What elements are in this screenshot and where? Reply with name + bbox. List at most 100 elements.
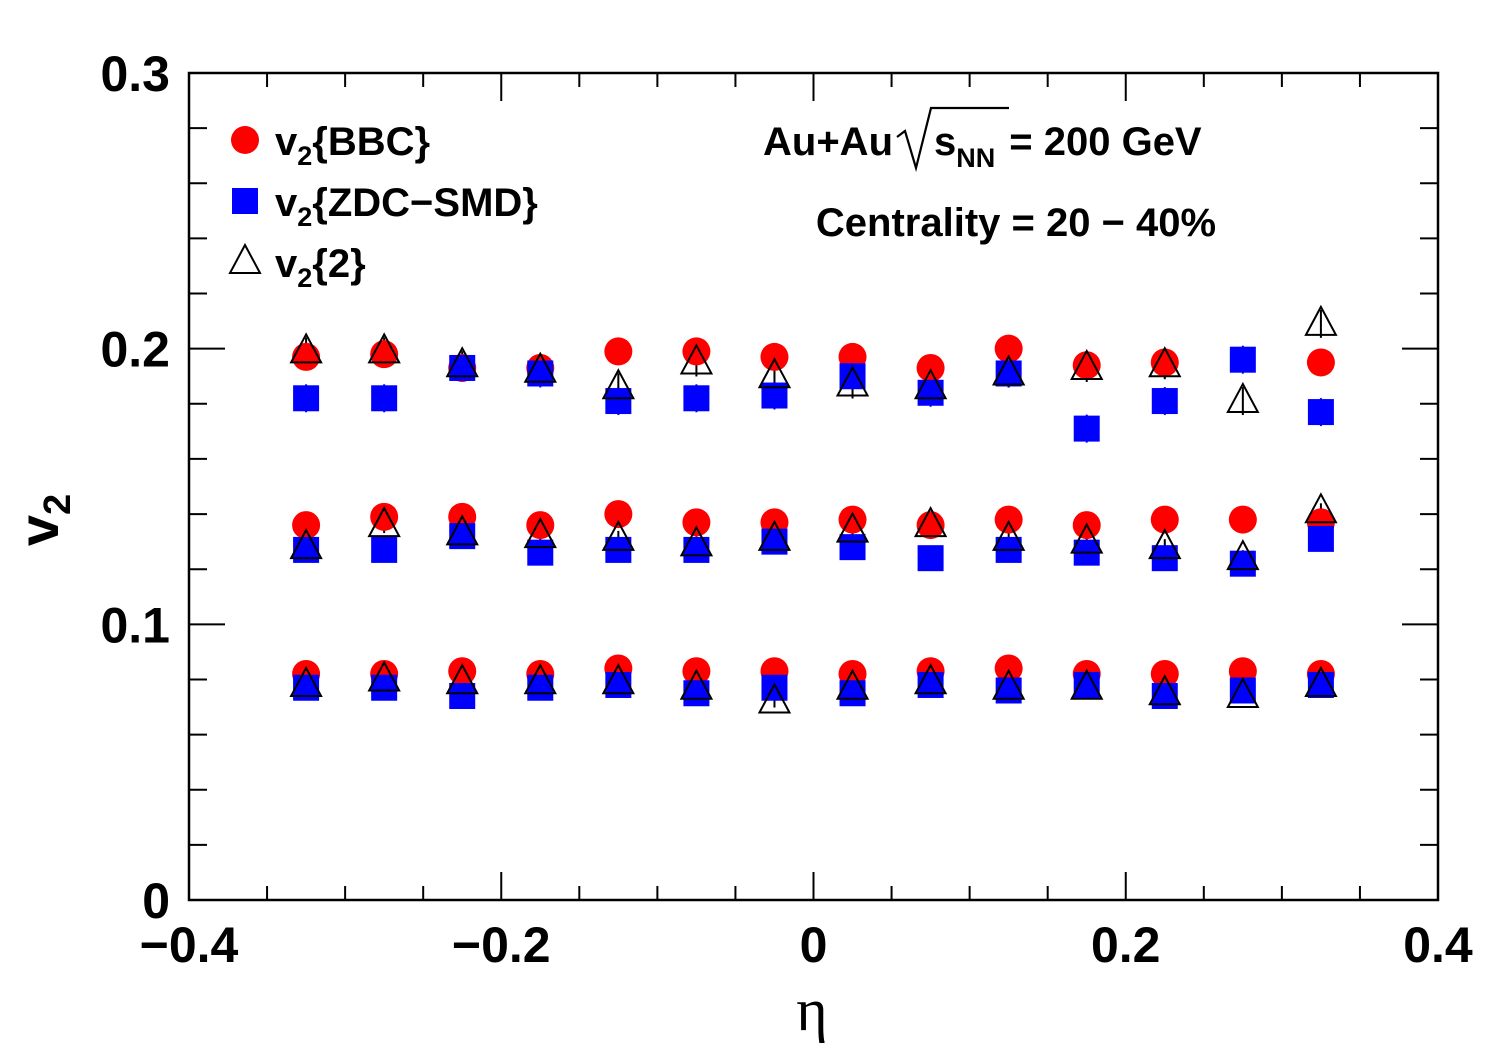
data-point-bbc [370,502,399,531]
data-point-2 [367,332,401,364]
data-point-2 [1070,522,1104,554]
data-point-2 [913,663,948,695]
legend-entry-label: v2{ZDC−SMD} [275,181,538,232]
data-point-bbc [994,505,1023,534]
energy-value: = 200 GeV [1009,120,1202,164]
data-point-bbc [1306,348,1335,377]
data-point-2 [679,343,714,375]
data-point-zdc-smd [371,536,398,563]
collision-info: Au+Au sNN = 200 GeV Centrality = 20 − 40% [763,106,1216,245]
legend-entry-subscript: 2 [297,263,312,293]
y-tick-label: 0.3 [100,46,170,102]
data-point-2 [835,365,870,397]
data-point-2 [523,517,557,549]
data-point-bbc [604,337,633,366]
data-point-2 [1070,668,1104,700]
data-point-zdc-smd [527,539,554,566]
data-point-zdc-smd [1229,346,1256,373]
legend-entry-label: v2{2} [275,242,366,293]
legend-marker [231,126,259,154]
data-point-bbc [1072,351,1101,380]
legend-marker [232,188,258,214]
data-point-bbc [916,353,945,382]
legend-entry-suffix: {2} [312,242,365,286]
data-point-2 [757,682,792,714]
data-point-2 [1304,665,1338,697]
y-tick-label: 0 [142,873,170,929]
data-point-2 [835,668,870,700]
data-point-zdc-smd [527,674,554,701]
data-point-bbc [292,342,321,371]
x-tick-label: 0.2 [1091,917,1161,973]
data-point-2 [289,665,323,697]
legend-entry-subscript: 2 [297,202,312,232]
data-point-2 [601,519,636,551]
data-point-2 [757,357,792,389]
data-point-bbc [760,342,789,371]
y-axis-label-main: v [7,515,70,546]
data-point-bbc [994,334,1023,363]
data-point-2 [1148,346,1182,378]
energy-symbol: s [934,120,956,164]
data-point-zdc-smd [1229,550,1256,577]
x-axis-label: η [796,977,827,1043]
data-point-2 [601,663,636,695]
data-point-2 [1304,304,1338,336]
legend-entry-name: v [275,120,298,164]
data-point-zdc-smd [683,536,710,563]
legend-entry-label: v2{BBC} [275,120,430,171]
data-point-bbc [682,508,711,537]
data-point-2 [523,351,557,383]
data-point-2 [1148,674,1182,706]
data-point-2 [757,519,792,551]
data-point-bbc [916,511,945,540]
data-point-zdc-smd [761,674,788,701]
centrality-label: Centrality = 20 − 40% [816,201,1216,245]
data-point-2 [367,660,401,692]
axis-ticks [188,72,1439,901]
data-point-2 [445,346,479,378]
y-tick-label: 0.1 [100,597,170,653]
data-point-2 [1226,539,1260,571]
data-point-zdc-smd [1307,525,1334,552]
data-point-2 [1148,528,1182,560]
data-point-bbc [292,511,321,540]
y-tick-label: 0.2 [100,322,170,378]
data-point-2 [1226,676,1260,709]
data-point-zdc-smd [839,680,866,707]
data-point-bbc [682,337,711,366]
x-tick-label: 0.4 [1403,917,1473,973]
data-point-2 [523,663,557,695]
data-point-zdc-smd [605,388,632,415]
energy-subscript: NN [956,143,995,173]
data-point-zdc-smd [917,379,944,406]
legend-entry-suffix: {ZDC−SMD} [312,181,538,225]
x-tick-label: 0 [800,917,828,973]
data-point-zdc-smd [1073,415,1100,442]
x-tick-label: −0.2 [452,917,551,973]
data-point-bbc [604,500,633,529]
data-point-bbc [526,511,555,540]
data-point-bbc [1150,659,1179,688]
data-point-2 [367,505,401,538]
data-point-zdc-smd [293,385,320,412]
data-point-2 [913,505,948,538]
legend-entry-name: v [275,181,298,225]
data-point-2 [1226,381,1260,414]
x-tick-label: −0.4 [140,917,239,973]
data-point-zdc-smd [839,534,866,561]
data-point-zdc-smd [371,385,398,412]
data-point-zdc-smd [1307,399,1334,426]
data-point-2 [1304,492,1338,524]
legend-entry-suffix: {BBC} [312,120,430,164]
data-point-zdc-smd [1229,677,1256,704]
data-point-2 [835,511,870,543]
data-point-2 [445,514,479,546]
data-point-zdc-smd [1151,388,1178,415]
data-point-2 [1070,348,1104,380]
data-point-2 [991,668,1026,700]
legend-entry-name: v [275,242,298,286]
data-point-2 [991,354,1026,386]
data-point-zdc-smd [917,545,944,572]
data-point-2 [601,368,636,400]
